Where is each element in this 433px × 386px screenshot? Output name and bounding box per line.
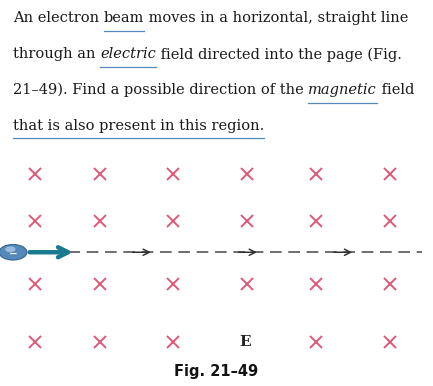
Text: An electron: An electron	[13, 12, 104, 25]
Text: through an: through an	[13, 47, 100, 61]
Text: field directed into the page (Fig.: field directed into the page (Fig.	[156, 47, 402, 61]
Circle shape	[0, 244, 27, 260]
Text: magnetic: magnetic	[308, 83, 377, 97]
Text: field: field	[377, 83, 414, 97]
Text: that is also present in this region.: that is also present in this region.	[13, 119, 264, 132]
Text: electric: electric	[100, 47, 156, 61]
Circle shape	[5, 246, 16, 252]
Text: E: E	[239, 335, 250, 349]
Text: beam: beam	[104, 12, 144, 25]
Text: moves in a horizontal, straight line: moves in a horizontal, straight line	[144, 12, 408, 25]
Text: 21–49). Find a possible direction of the: 21–49). Find a possible direction of the	[13, 83, 308, 97]
Text: Fig. 21–49: Fig. 21–49	[174, 364, 259, 379]
Text: −: −	[9, 249, 17, 259]
